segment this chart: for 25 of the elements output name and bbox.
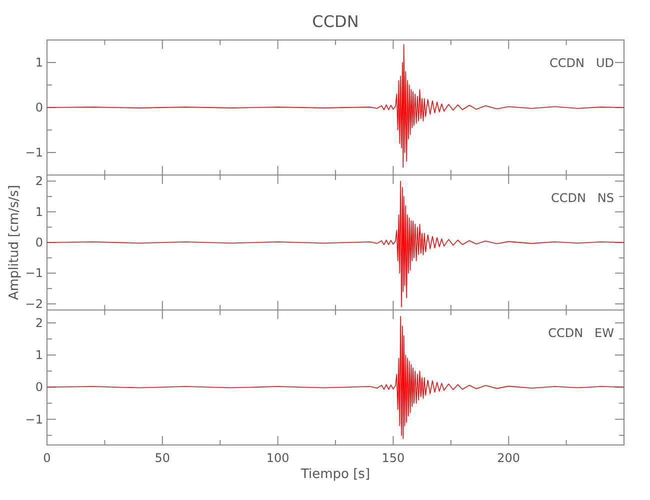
y-tick-label: 2 <box>35 316 43 330</box>
y-tick-label: −2 <box>25 296 43 311</box>
line-series <box>46 44 624 168</box>
line-series <box>46 316 624 439</box>
annotation: CCDN UD <box>550 56 614 70</box>
y-tick-label: −1 <box>25 146 43 160</box>
x-tick-label: 50 <box>154 451 170 465</box>
y-tick-label: 1 <box>35 348 43 362</box>
y-tick-label: 1 <box>35 204 43 219</box>
y-axis-title: Amplitud [cm/s/s] <box>7 184 22 300</box>
x-tick-label: 150 <box>382 451 405 465</box>
y-tick-label: −1 <box>25 412 43 426</box>
chart-title: CCDN <box>312 12 359 31</box>
y-tick-label: 0 <box>35 236 43 250</box>
y-tick-label: 0 <box>35 380 43 394</box>
x-tick-label: 100 <box>266 451 290 465</box>
y-tick-label: 2 <box>35 174 43 188</box>
annotation: CCDN NS <box>550 191 614 205</box>
y-tick-label: −1 <box>25 266 43 280</box>
line-series <box>46 180 624 308</box>
x-tick-label: 200 <box>497 451 520 465</box>
annotation: CCDN EW <box>548 326 614 340</box>
y-tick-label: 0 <box>35 100 43 114</box>
y-tick-label: 1 <box>35 56 43 70</box>
x-axis-title: Tiempo [s] <box>300 467 370 482</box>
